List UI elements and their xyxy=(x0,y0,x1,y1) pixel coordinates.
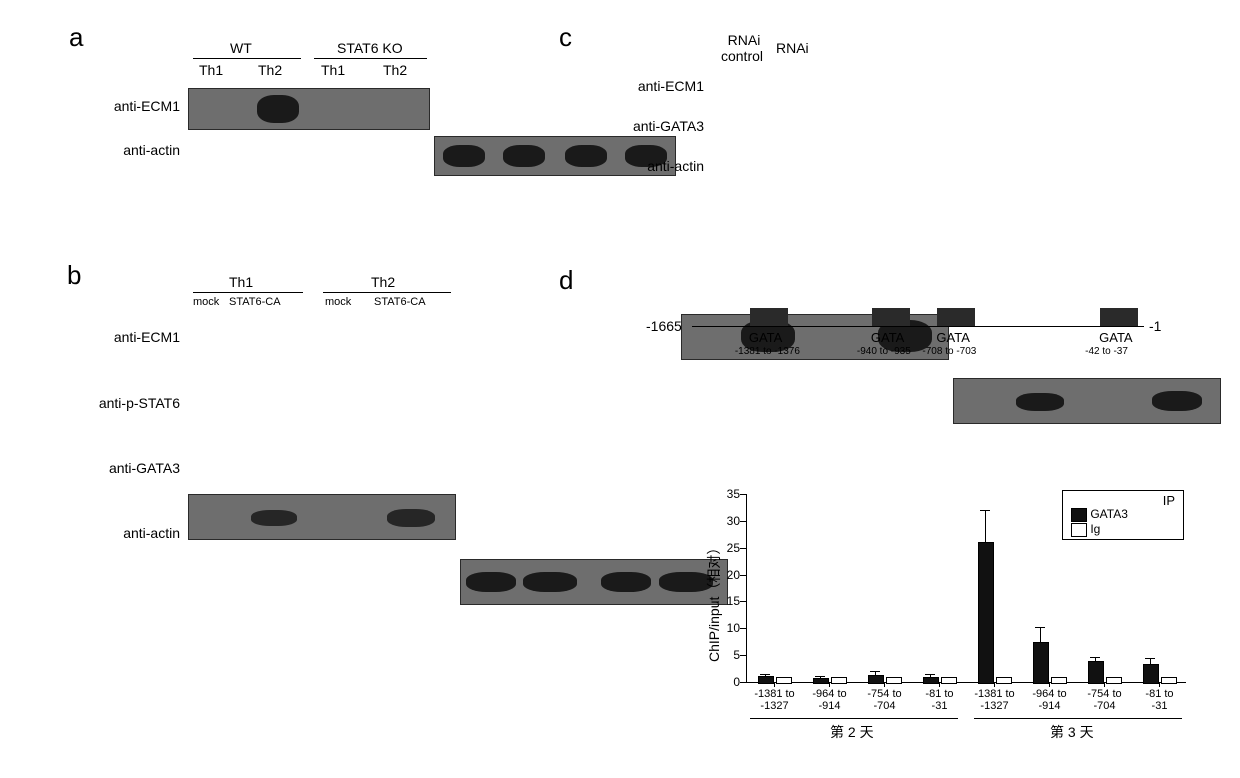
xlabel-4: -1381 to-1327 xyxy=(970,688,1020,712)
panel-c-row2-label: anti-actin xyxy=(584,158,704,174)
ytick-35: 35 xyxy=(700,487,740,501)
bar-ig-6 xyxy=(1106,677,1122,684)
panel-c-row0-label: anti-ECM1 xyxy=(584,78,704,94)
ytick-30: 30 xyxy=(700,514,740,528)
xlabel-5: -964 to-914 xyxy=(1025,688,1075,712)
panel-a-row0-strip xyxy=(188,88,430,130)
panel-b-row1-strip xyxy=(953,378,1221,424)
panel-a-ko-underline xyxy=(314,58,427,59)
panel-b-lane-3: STAT6-CA xyxy=(374,296,426,308)
bar-ig-2 xyxy=(886,677,902,684)
panel-b-group-1: Th2 xyxy=(371,274,395,290)
bar-gata3-3 xyxy=(923,677,939,684)
panel-b-row2-strip xyxy=(188,494,456,540)
gata-box-3 xyxy=(1100,308,1138,326)
gata-name-1: GATA xyxy=(871,330,904,345)
panel-b-row0-label: anti-ECM1 xyxy=(60,329,180,345)
ytick-5: 5 xyxy=(700,648,740,662)
bar-gata3-5 xyxy=(1033,642,1049,684)
xlabel-0: -1381 to-1327 xyxy=(750,688,800,712)
gata-name-2: GATA xyxy=(936,330,969,345)
panel-c-lane-1: RNAi xyxy=(776,40,809,56)
panel-a-lane-2: Th1 xyxy=(321,62,345,78)
bar-gata3-7 xyxy=(1143,664,1159,684)
bar-gata3-0 xyxy=(758,676,774,684)
gata-box-0 xyxy=(750,308,788,326)
schematic-left-label: -1665 xyxy=(646,318,682,334)
panel-b-row1-label: anti-p-STAT6 xyxy=(60,395,180,411)
panel-b-row3-label: anti-actin xyxy=(60,525,180,541)
gata-name-3: GATA xyxy=(1099,330,1132,345)
panel-c-label: c xyxy=(559,22,572,53)
panel-a-lane-3: Th2 xyxy=(383,62,407,78)
bar-gata3-1 xyxy=(813,678,829,684)
panel-c-lane-0b: control xyxy=(714,48,770,64)
gata-range-0: -1381 to -1376 xyxy=(735,346,800,357)
panel-b-lane-0: mock xyxy=(193,296,219,308)
panel-b-group-0: Th1 xyxy=(229,274,253,290)
panel-b-lane-1: STAT6-CA xyxy=(229,296,281,308)
panel-a-group-wt: WT xyxy=(230,40,252,56)
panel-d-schematic: -1665 -1 GATA-1381 to -1376GATA-940 to -… xyxy=(648,300,1168,380)
panel-c-row1-label: anti-GATA3 xyxy=(584,118,704,134)
gata-name-0: GATA xyxy=(749,330,782,345)
panel-a-group-ko: STAT6 KO xyxy=(337,40,403,56)
panel-b-row3-strip xyxy=(460,559,728,605)
panel-a-label: a xyxy=(69,22,83,53)
legend-label-ig: Ig xyxy=(1090,522,1100,536)
bar-gata3-2 xyxy=(868,675,884,684)
bar-ig-5 xyxy=(1051,677,1067,684)
xlabel-2: -754 to-704 xyxy=(860,688,910,712)
gata-range-3: -42 to -37 xyxy=(1085,346,1128,357)
ytick-25: 25 xyxy=(700,541,740,555)
panel-d-label: d xyxy=(559,265,573,296)
gata-range-2: -708 to -703 xyxy=(922,346,976,357)
panel-c-lane-0a: RNAi xyxy=(720,32,768,48)
gata-box-2 xyxy=(937,308,975,326)
bar-ig-3 xyxy=(941,677,957,684)
panel-b-label: b xyxy=(67,260,81,291)
panel-b-row2-label: anti-GATA3 xyxy=(60,460,180,476)
legend-swatch-gata3 xyxy=(1071,508,1087,522)
ytick-0: 0 xyxy=(700,675,740,689)
chart-legend: IP GATA3 Ig xyxy=(1062,490,1184,540)
ytick-10: 10 xyxy=(700,621,740,635)
xlabel-1: -964 to-914 xyxy=(805,688,855,712)
bar-gata3-4 xyxy=(978,542,994,684)
xlabel-3: -81 to-31 xyxy=(915,688,965,712)
panel-a-wt-underline xyxy=(193,58,301,59)
xlabel-6: -754 to-704 xyxy=(1080,688,1130,712)
day-label-2: 第 2 天 xyxy=(830,722,874,742)
gata-box-1 xyxy=(872,308,910,326)
ytick-20: 20 xyxy=(700,568,740,582)
xlabel-7: -81 to-31 xyxy=(1135,688,1185,712)
panel-b-g0-underline xyxy=(193,292,303,293)
bar-gata3-6 xyxy=(1088,661,1104,684)
schematic-right-label: -1 xyxy=(1149,318,1161,334)
legend-swatch-ig xyxy=(1071,523,1087,537)
day-label-3: 第 3 天 xyxy=(1050,722,1094,742)
gata-range-1: -940 to -935 xyxy=(857,346,911,357)
panel-a-row0-label: anti-ECM1 xyxy=(60,98,180,114)
legend-label-gata3: GATA3 xyxy=(1090,507,1128,521)
panel-b-g1-underline xyxy=(323,292,451,293)
bar-ig-1 xyxy=(831,677,847,684)
bar-ig-0 xyxy=(776,677,792,684)
panel-a-lane-1: Th2 xyxy=(258,62,282,78)
bar-ig-4 xyxy=(996,677,1012,684)
ytick-15: 15 xyxy=(700,594,740,608)
panel-a-row1-label: anti-actin xyxy=(60,142,180,158)
panel-d-chart: ChIP/input（相对） IP GATA3 Ig 0510152025303… xyxy=(696,490,1196,720)
legend-title: IP xyxy=(1163,493,1175,508)
bar-ig-7 xyxy=(1161,677,1177,684)
panel-b-lane-2: mock xyxy=(325,296,351,308)
panel-a-lane-0: Th1 xyxy=(199,62,223,78)
